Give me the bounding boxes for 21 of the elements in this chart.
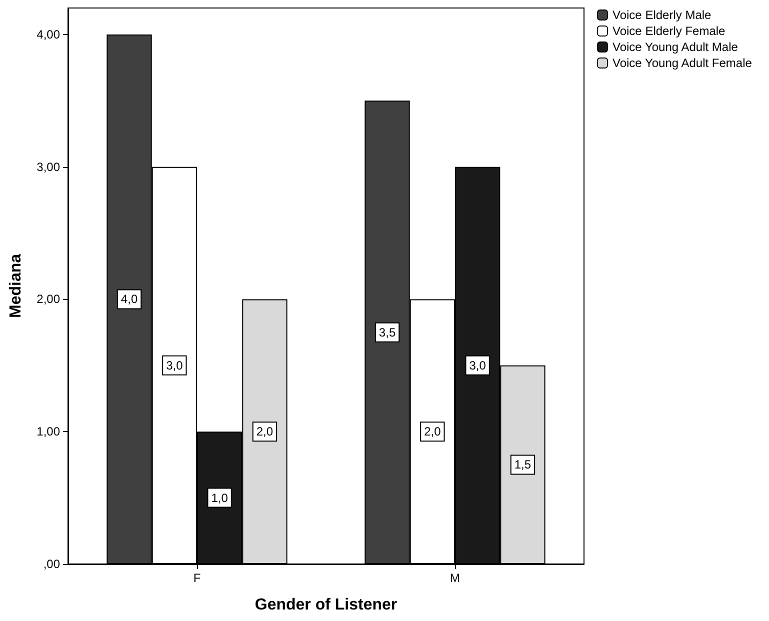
legend-label: Voice Young Adult Male <box>612 40 738 54</box>
data-label: 3,5 <box>378 325 396 340</box>
x-tick-label: M <box>450 571 460 585</box>
data-label: 4,0 <box>120 292 138 306</box>
x-axis-title: Gender of Listener <box>254 596 398 614</box>
legend-label: Voice Elderly Male <box>612 8 712 22</box>
y-axis-title: Mediana <box>8 254 24 318</box>
data-label: 2,0 <box>424 424 442 439</box>
data-label: 1,5 <box>514 458 532 472</box>
data-label: 2,0 <box>256 424 274 439</box>
legend-label: Voice Young Adult Female <box>612 56 752 70</box>
y-tick-label: 4,00 <box>36 27 60 42</box>
y-tick-label: 3,00 <box>36 160 60 174</box>
y-tick-label: ,00 <box>43 557 60 571</box>
x-tick-label: F <box>193 571 201 585</box>
data-label: 1,0 <box>211 490 228 505</box>
data-label: 3,0 <box>166 358 184 372</box>
data-label: 3,0 <box>469 358 486 372</box>
legend-label: Voice Elderly Female <box>612 24 726 38</box>
y-tick-label: 1,00 <box>36 424 60 439</box>
y-tick-label: 2,00 <box>36 292 60 306</box>
